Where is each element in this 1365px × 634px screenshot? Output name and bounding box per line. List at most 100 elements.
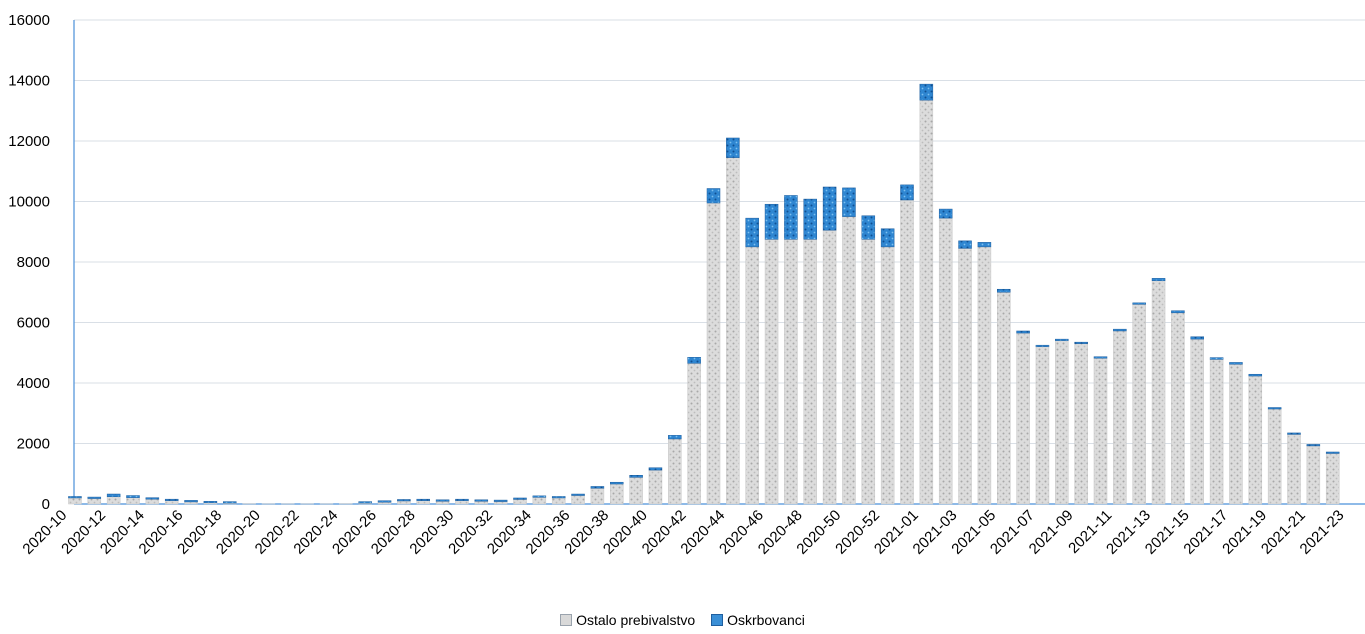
legend-label-oskrbovanci: Oskrbovanci (727, 612, 805, 628)
bar-oskrbovanci-2020-46 (745, 217, 759, 248)
bar-ostalo-2020-29 (416, 500, 430, 505)
bar-oskrbovanci-2021-13 (1132, 302, 1146, 305)
bar-oskrbovanci-2020-53 (880, 228, 895, 248)
bar-oskrbovanci-2020-14 (126, 495, 140, 498)
bar-ostalo-2020-49 (803, 239, 817, 505)
bar-oskrbovanci-2021-23 (1325, 451, 1340, 454)
bar-ostalo-2020-16 (164, 500, 179, 505)
bar-oskrbovanci-2021-19 (1248, 373, 1263, 377)
bar-oskrbovanci-2021-01 (900, 184, 914, 201)
bar-oskrbovanci-2021-04 (958, 240, 972, 249)
bar-ostalo-2020-34 (513, 499, 527, 505)
y-tick-label: 10000 (8, 194, 50, 211)
bar-ostalo-2020-48 (784, 239, 798, 505)
y-tick-label: 4000 (17, 375, 50, 392)
bar-ostalo-2020-44 (706, 202, 721, 505)
bar-ostalo-2020-46 (745, 246, 759, 505)
bar-ostalo-2020-11 (68, 497, 82, 505)
bar-ostalo-2020-36 (551, 497, 566, 505)
bar-ostalo-2020-33 (493, 501, 508, 505)
bar-oskrbovanci-2021-15 (1171, 310, 1185, 314)
bar-ostalo-2021-17 (1209, 359, 1224, 505)
legend-swatch-grey (560, 614, 573, 626)
y-tick-label: 2000 (17, 436, 50, 453)
bar-ostalo-2021-20 (1267, 408, 1282, 505)
bar-ostalo-2020-41 (648, 469, 663, 505)
bar-oskrbovanci-2020-29 (416, 498, 430, 501)
bar-oskrbovanci-2020-18 (203, 501, 218, 504)
bar-ostalo-2021-16 (1190, 338, 1204, 505)
bar-ostalo-2020-27 (377, 501, 392, 505)
bar-ostalo-2021-02 (919, 99, 934, 505)
bar-oskrbovanci-2020-28 (397, 499, 411, 502)
bar-oskrbovanci-2020-48 (784, 195, 798, 240)
bar-oskrbovanci-2021-16 (1190, 336, 1204, 340)
bar-oskrbovanci-2021-17 (1209, 357, 1224, 360)
bar-oskrbovanci-2021-06 (997, 288, 1011, 293)
bar-oskrbovanci-2020-15 (145, 497, 160, 500)
bar-oskrbovanci-2020-45 (726, 137, 740, 158)
bar-oskrbovanci-2020-47 (764, 203, 779, 240)
bar-ostalo-2020-53 (880, 246, 895, 505)
bar-oskrbovanci-2020-19 (223, 501, 237, 504)
bar-ostalo-2020-51 (842, 216, 856, 505)
bars (68, 83, 1340, 505)
bar-oskrbovanci-2021-18 (1229, 362, 1243, 365)
bar-ostalo-2021-05 (977, 246, 992, 505)
bar-ostalo-2021-15 (1171, 312, 1185, 505)
bar-ostalo-2021-06 (997, 292, 1011, 505)
bar-ostalo-2020-13 (106, 496, 121, 505)
legend-item-oskrbovanci: Oskrbovanci (711, 612, 805, 628)
bar-oskrbovanci-2020-38 (590, 486, 605, 489)
bar-oskrbovanci-2021-03 (938, 208, 953, 219)
legend-item-ostalo: Ostalo prebivalstvo (560, 612, 695, 628)
bar-oskrbovanci-2020-31 (455, 498, 469, 501)
bar-ostalo-2020-47 (764, 239, 779, 505)
bar-ostalo-2021-14 (1151, 280, 1166, 505)
bar-oskrbovanci-2020-49 (803, 198, 817, 240)
bar-oskrbovanci-2020-39 (610, 481, 624, 485)
bar-ostalo-2021-23 (1325, 453, 1340, 505)
bar-oskrbovanci-2020-37 (571, 493, 585, 496)
bar-ostalo-2021-13 (1132, 304, 1146, 505)
y-tick-label: 6000 (17, 315, 50, 332)
bar-ostalo-2020-32 (474, 501, 489, 505)
bar-oskrbovanci-2021-22 (1306, 444, 1321, 447)
bar-ostalo-2020-38 (590, 488, 605, 505)
bar-oskrbovanci-2020-52 (861, 215, 876, 240)
bar-ostalo-2021-19 (1248, 375, 1263, 505)
y-tick-labels: 0 2000 4000 6000 8000 10000 12000 14000 16000 (8, 12, 50, 513)
bar-oskrbovanci-2021-08 (1035, 344, 1050, 347)
bar-ostalo-2021-04 (958, 248, 972, 505)
bar-ostalo-2021-12 (1113, 330, 1127, 505)
bar-ostalo-2021-09 (1055, 340, 1069, 505)
bar-ostalo-2021-03 (938, 217, 953, 505)
bar-oskrbovanci-2020-44 (706, 188, 721, 204)
bar-oskrbovanci-2020-16 (164, 498, 179, 501)
legend-swatch-blue (711, 614, 724, 626)
bar-ostalo-2020-50 (822, 229, 837, 505)
bar-ostalo-2021-07 (1016, 332, 1030, 505)
bar-oskrbovanci-2020-33 (493, 499, 508, 502)
y-tick-label: 8000 (17, 254, 50, 271)
bar-oskrbovanci-2020-40 (629, 475, 643, 478)
bar-oskrbovanci-2021-10 (1074, 341, 1088, 344)
bar-oskrbovanci-2021-11 (1093, 356, 1108, 359)
bar-oskrbovanci-2020-36 (551, 496, 566, 499)
bar-ostalo-2021-08 (1035, 346, 1050, 505)
bar-ostalo-2020-35 (532, 497, 547, 505)
bar-ostalo-2021-21 (1287, 434, 1301, 505)
bar-oskrbovanci-2020-32 (474, 499, 489, 502)
bar-ostalo-2020-39 (610, 483, 624, 505)
bar-ostalo-2020-45 (726, 157, 740, 505)
y-tick-label: 16000 (8, 12, 50, 29)
bar-oskrbovanci-2021-14 (1151, 278, 1166, 282)
bar-oskrbovanci-2020-26 (358, 501, 372, 504)
bar-oskrbovanci-2021-02 (919, 83, 934, 101)
bar-ostalo-2020-40 (629, 477, 643, 505)
bar-oskrbovanci-2021-09 (1055, 338, 1069, 341)
bar-ostalo-2020-43 (687, 363, 701, 505)
bar-oskrbovanci-2021-21 (1287, 432, 1301, 435)
bar-oskrbovanci-2021-20 (1267, 407, 1282, 410)
chart-legend: Ostalo prebivalstvo Oskrbovanci (0, 612, 1365, 629)
